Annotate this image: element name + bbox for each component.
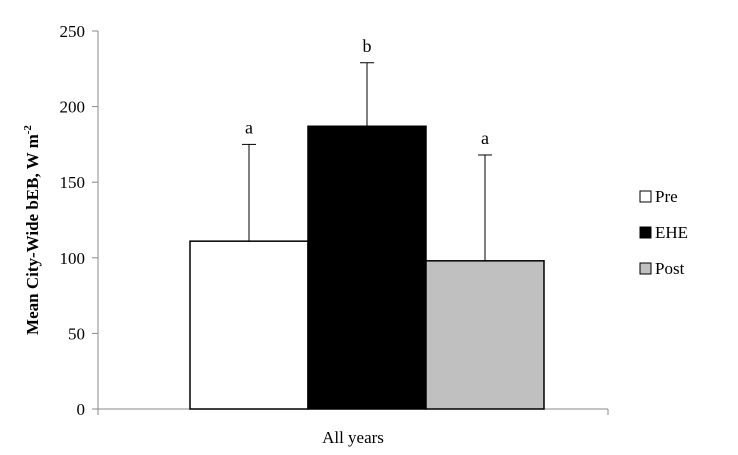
legend-label-pre: Pre: [655, 187, 678, 206]
x-axis: All years: [97, 408, 609, 447]
bars-group: [189, 125, 545, 410]
x-tick-label: All years: [322, 428, 384, 447]
y-axis-label-main: Mean City-Wide bEB, W m: [23, 134, 42, 335]
legend-swatch-pre: [639, 190, 652, 203]
legend-swatch-post: [639, 262, 652, 275]
y-tick-label: 200: [60, 98, 86, 117]
y-axis-label: Mean City-Wide bEB, W m-2: [22, 125, 42, 335]
annotation-post: a: [481, 128, 489, 148]
y-axis: 0 50 100 150 200 250: [60, 22, 99, 419]
y-tick-label: 250: [60, 22, 86, 41]
annotation-pre: a: [245, 117, 253, 137]
annotations-group: a b a: [245, 36, 489, 148]
bar-ehe: [307, 125, 427, 410]
legend-label-post: Post: [655, 259, 685, 278]
annotation-ehe: b: [363, 36, 372, 56]
y-tick-label: 100: [60, 249, 86, 268]
y-tick-label: 0: [77, 400, 86, 419]
legend: Pre EHE Post: [639, 187, 688, 278]
legend-label-ehe: EHE: [655, 223, 688, 242]
y-tick-label: 150: [60, 173, 86, 192]
bar-pre: [189, 240, 309, 410]
bar-post: [425, 260, 545, 410]
legend-swatch-ehe: [639, 226, 652, 239]
y-tick-label: 50: [68, 324, 85, 343]
error-bars-group: [242, 62, 492, 261]
y-axis-label-superscript: -2: [22, 125, 34, 135]
